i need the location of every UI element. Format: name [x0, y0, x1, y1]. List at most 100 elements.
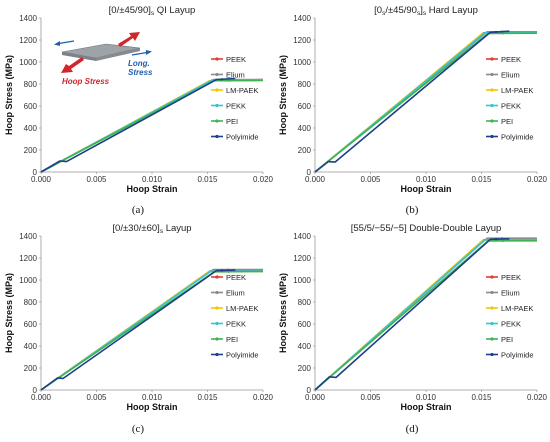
title-text: QI Layup [154, 5, 195, 16]
x-tick-label: 0.000 [31, 175, 52, 184]
x-tick-label: 0.005 [86, 393, 107, 402]
legend-label-pei: PEI [226, 117, 238, 126]
legend-label-pekk: PEKK [226, 102, 246, 111]
long-stress-label-line1: Long. [128, 59, 150, 68]
y-tick-label: 0 [307, 168, 312, 177]
hoop-stress-arrow-up-icon [118, 32, 140, 47]
legend-label-peek: PEEK [226, 273, 246, 282]
y-tick-label: 400 [24, 124, 38, 133]
legend-label-lm-paek: LM-PAEK [501, 86, 533, 95]
series-point-pei [501, 32, 505, 35]
y-tick-label: 1400 [19, 232, 37, 241]
legend-label-elium: Elium [501, 71, 520, 80]
legend-label-pekk: PEKK [226, 320, 246, 329]
title-text: Hard Layup [426, 5, 478, 16]
title-text: /±45/90 [385, 5, 417, 16]
series-line-polyimide [314, 238, 510, 391]
series-point-polyimide [494, 30, 498, 34]
y-tick-label: 600 [298, 102, 312, 111]
title-subscript: s [151, 10, 155, 17]
series-line-polyimide [40, 269, 236, 391]
x-axis-label: Hoop Strain [401, 184, 452, 194]
y-tick-label: 1400 [293, 232, 311, 241]
legend-marker-pei [490, 119, 494, 123]
series-point-polyimide [494, 237, 498, 241]
title-text: [0/±30/±60] [112, 223, 159, 234]
legend-marker-pei [215, 337, 219, 341]
y-tick-label: 400 [298, 124, 312, 133]
y-tick-label: 0 [307, 386, 312, 395]
x-tick-label: 0.000 [305, 175, 326, 184]
legend-label-polyimide: Polyimide [226, 351, 259, 360]
legend-marker-peek [490, 57, 494, 61]
y-tick-label: 600 [24, 102, 38, 111]
x-tick-label: 0.000 [305, 393, 326, 402]
chart-panel-1: [0/±45/90]s QI Layup 0 200 400 600 800 1000 120… [4, 5, 274, 216]
series-point-pei [227, 270, 231, 273]
legend-marker-pekk [215, 103, 219, 108]
legend-marker-peek [215, 275, 219, 279]
y-tick-label: 800 [24, 80, 38, 89]
series-line-pei [314, 240, 538, 391]
chart-title: [0/±45/90]s QI Layup [109, 5, 196, 17]
y-tick-label: 1200 [293, 254, 311, 263]
legend-marker-lm-paek [215, 306, 219, 310]
legend-marker-pekk [490, 321, 494, 326]
y-tick-label: 0 [33, 168, 38, 177]
title-text: [0 [374, 5, 382, 16]
laminate-plate-side [96, 48, 140, 61]
x-tick-label: 0.020 [527, 175, 548, 184]
legend-label-elium: Elium [226, 71, 245, 80]
legend-marker-lm-paek [490, 306, 494, 310]
legend-marker-elium [215, 72, 219, 77]
y-tick-label: 1000 [19, 276, 37, 285]
y-tick-label: 1200 [293, 36, 311, 45]
series-line-polyimide [314, 30, 510, 173]
hoop-stress-label: Hoop Stress [62, 77, 110, 86]
y-tick-label: 1000 [293, 276, 311, 285]
chart-title: [0s/±45/90s]s Hard Layup [374, 5, 478, 17]
legend-label-polyimide: Polyimide [501, 351, 534, 360]
y-tick-label: 800 [298, 298, 312, 307]
x-tick-label: 0.010 [142, 393, 163, 402]
y-tick-label: 800 [24, 298, 38, 307]
x-tick-label: 0.010 [416, 393, 437, 402]
y-tick-label: 400 [24, 342, 38, 351]
legend-marker-polyimide [215, 352, 219, 357]
title-text: [0/±45/90] [109, 5, 151, 16]
chart-title: [55/5/−55/−5] Double-Double Layup [351, 223, 502, 234]
y-tick-label: 1400 [293, 14, 311, 23]
chart-panel-2: [0s/±45/90s]s Hard Layup0200400600800100… [278, 5, 548, 216]
title-subscript: s [160, 228, 164, 235]
legend-marker-lm-paek [215, 88, 219, 92]
x-tick-label: 0.010 [142, 175, 163, 184]
legend-label-pei: PEI [226, 335, 238, 344]
legend-marker-elium [490, 290, 494, 295]
x-tick-label: 0.010 [416, 175, 437, 184]
y-tick-label: 1400 [19, 14, 37, 23]
legend-label-lm-paek: LM-PAEK [501, 304, 533, 313]
y-tick-label: 200 [24, 364, 38, 373]
x-tick-label: 0.005 [360, 175, 381, 184]
legend-label-pekk: PEKK [501, 320, 521, 329]
x-tick-label: 0.015 [471, 175, 492, 184]
legend-marker-elium [215, 290, 219, 295]
y-tick-label: 400 [298, 342, 312, 351]
x-tick-label: 0.015 [471, 393, 492, 402]
x-tick-label: 0.000 [31, 393, 52, 402]
x-tick-label: 0.020 [253, 175, 274, 184]
hoop-stress-arrow-down-icon [61, 57, 84, 73]
legend-marker-elium [490, 72, 494, 77]
y-tick-label: 1000 [293, 58, 311, 67]
series-point-pei [501, 239, 505, 243]
y-tick-label: 0 [33, 386, 38, 395]
series-point-polyimide [220, 269, 224, 272]
x-tick-label: 0.020 [527, 393, 548, 402]
panel-caption: (c) [132, 423, 145, 435]
long-stress-label-line2: Stress [128, 68, 153, 77]
title-text: [55/5/−55/−5] Double-Double Layup [351, 223, 502, 234]
panel-caption: (a) [132, 204, 145, 216]
x-tick-label: 0.005 [86, 175, 107, 184]
x-axis-label: Hoop Strain [127, 402, 178, 412]
